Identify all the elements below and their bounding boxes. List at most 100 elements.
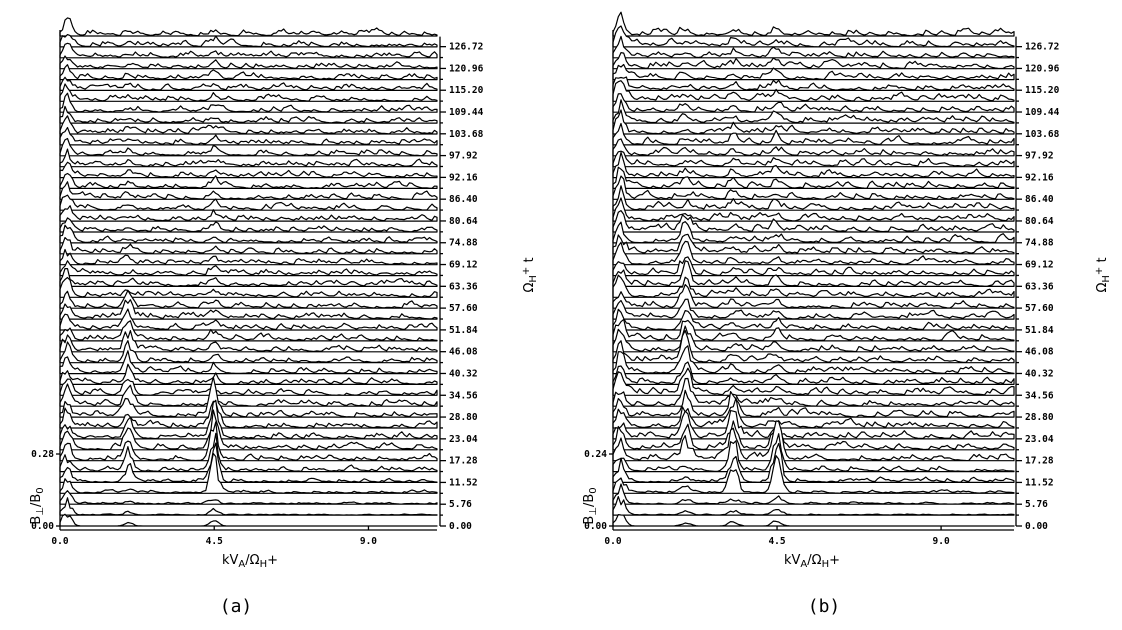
- spectrum-trace: [59, 115, 438, 135]
- time-tick-label: 17.28: [449, 456, 478, 467]
- spectrum-trace: [59, 205, 438, 222]
- time-tick-label: 80.64: [1025, 216, 1054, 227]
- time-tick-label: 46.08: [449, 347, 478, 358]
- spectrum-trace: [59, 34, 438, 48]
- time-tick-label: 46.08: [1025, 347, 1054, 358]
- time-tick-label: 69.12: [449, 260, 478, 271]
- spectrum-trace: [612, 318, 1015, 342]
- spectrum-trace: [612, 80, 1015, 102]
- time-tick-label: 40.32: [449, 368, 478, 379]
- spectrum-trace: [59, 376, 438, 418]
- amp-axis-label: B⊥/B0: [29, 487, 46, 524]
- x-tick-label: 0.0: [604, 536, 621, 547]
- spectrum-trace: [59, 194, 438, 211]
- spectrum-trace: [612, 420, 1015, 462]
- time-tick-label: 57.60: [1025, 303, 1054, 314]
- spectrum-trace: [59, 105, 438, 124]
- time-tick-label: 86.40: [1025, 194, 1054, 205]
- time-tick-label: 115.20: [1025, 85, 1060, 96]
- spectrum-trace: [612, 442, 1015, 483]
- x-axis-label: kVA/ΩH+: [784, 553, 840, 570]
- spectrum-trace: [612, 496, 1015, 516]
- time-tick-label: 126.72: [1025, 42, 1059, 53]
- spectrum-trace: [59, 137, 438, 157]
- spectrum-trace: [612, 109, 1015, 135]
- panel-a: 0.0 4.5 9.0 0.00 0.28 0.00 5.76 11.52 17.28 23.04…: [29, 17, 539, 617]
- time-tick-label: 63.36: [449, 281, 478, 292]
- time-axis-label-part: H: [528, 275, 539, 283]
- time-tick-label: 0.00: [449, 521, 472, 532]
- time-tick-label: 97.92: [449, 151, 478, 162]
- spectrum-trace: [612, 185, 1015, 211]
- time-axis-label-part: H: [1101, 275, 1112, 283]
- time-tick-label: 23.04: [1025, 434, 1054, 445]
- spectrum-trace: [612, 433, 1015, 473]
- time-tick-label: 51.84: [1025, 325, 1054, 336]
- spectrum-trace: [612, 256, 1015, 277]
- time-tick-label: 28.80: [1025, 412, 1054, 423]
- spectrum-trace: [612, 260, 1015, 287]
- spectrum-trace: [612, 420, 1015, 451]
- x-tick-label: 9.0: [933, 536, 950, 547]
- time-tick-label: 92.16: [1025, 172, 1054, 183]
- spectrum-trace: [612, 325, 1015, 353]
- spectrum-trace: [612, 361, 1015, 385]
- time-tick-label: 34.56: [1025, 390, 1054, 401]
- x-axis-label-part: A: [238, 559, 245, 570]
- spectrum-trace: [612, 389, 1015, 418]
- x-axis-label: kVA/ΩH+: [222, 553, 278, 570]
- spectrum-trace: [59, 83, 438, 102]
- spectrum-trace: [59, 452, 438, 494]
- time-tick-label: 74.88: [449, 238, 478, 249]
- spectrum-trace: [612, 397, 1015, 429]
- time-tick-label: 74.88: [1025, 238, 1054, 249]
- time-tick-label: 86.40: [449, 194, 478, 205]
- spectrum-trace: [59, 490, 438, 505]
- spectrum-trace: [612, 93, 1015, 113]
- time-tick-label: 109.44: [1025, 107, 1060, 118]
- spectrum-trace: [59, 378, 438, 396]
- panel-label: (b): [808, 596, 841, 617]
- x-tick-label: 0.0: [51, 536, 68, 547]
- amp-tick-label: 0.00: [584, 521, 607, 532]
- x-axis-label-part: /Ω: [245, 553, 259, 568]
- spectrum-trace: [59, 42, 438, 59]
- time-tick-label: 51.84: [449, 325, 478, 336]
- spectrum-trace: [59, 126, 438, 146]
- spectrum-trace: [59, 76, 438, 91]
- spectrum-trace: [612, 35, 1015, 59]
- spectrum-trace: [59, 400, 438, 429]
- time-tick-label: 126.72: [449, 42, 483, 53]
- spectrum-trace: [59, 513, 438, 527]
- time-tick-label: 103.68: [449, 129, 484, 140]
- spectrum-trace: [612, 410, 1015, 440]
- time-tick-label: 69.12: [1025, 260, 1054, 271]
- spectrum-trace: [612, 63, 1015, 81]
- spectrum-trace: [612, 210, 1015, 233]
- time-axis-label-part: Ω: [522, 283, 537, 293]
- time-tick-label: 28.80: [449, 412, 478, 423]
- spectrum-trace: [59, 383, 438, 407]
- spectrum-trace: [59, 399, 438, 440]
- spectrum-trace: [59, 350, 438, 375]
- spectrum-trace: [59, 289, 438, 309]
- time-tick-label: 11.52: [1025, 477, 1054, 488]
- spectrum-trace: [59, 409, 438, 451]
- spectrum-trace: [612, 308, 1015, 331]
- spectrum-trace: [59, 92, 438, 113]
- spectrum-trace: [59, 497, 438, 516]
- spectrum-trace: [59, 421, 438, 462]
- time-axis-label-part: t: [1095, 257, 1110, 266]
- spectrum-trace: [59, 148, 438, 168]
- time-axis-label: ΩH+ t: [1094, 257, 1112, 292]
- x-axis-label-part: H: [822, 559, 830, 570]
- spectrum-trace: [59, 161, 438, 179]
- x-tick-label: 4.5: [206, 536, 223, 547]
- amp-axis-label-part: /B: [29, 494, 44, 507]
- spectrum-trace: [612, 284, 1015, 309]
- spectrum-trace: [59, 64, 438, 81]
- time-tick-label: 5.76: [449, 499, 472, 510]
- time-axis-label-part: +: [1094, 267, 1105, 275]
- x-axis-label-part: kV: [784, 553, 801, 568]
